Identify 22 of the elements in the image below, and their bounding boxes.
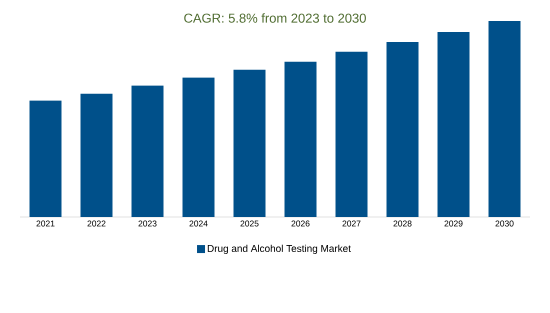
bar xyxy=(488,20,521,217)
x-tick-label: 2028 xyxy=(394,220,412,227)
x-tick-label: 2029 xyxy=(444,220,463,227)
bar xyxy=(182,78,215,217)
x-tick-label: 2024 xyxy=(190,220,208,227)
x-tick-label: 2022 xyxy=(88,220,106,227)
legend-label: Drug and Alcohol Testing Market xyxy=(208,244,351,254)
bar xyxy=(132,86,164,217)
bar xyxy=(438,32,470,217)
x-tick-label: 2026 xyxy=(292,220,310,227)
x-tick-label: 2021 xyxy=(36,220,55,227)
x-tick-label: 2025 xyxy=(240,220,259,227)
chart-title: CAGR: 5.8% from 2023 to 2030 xyxy=(184,13,366,23)
x-tick-label: 2023 xyxy=(138,220,157,227)
bar xyxy=(80,94,112,217)
bar xyxy=(336,52,368,217)
x-tick-label: 2027 xyxy=(342,220,360,227)
bar xyxy=(284,62,317,217)
bar xyxy=(234,70,266,217)
bar xyxy=(30,100,62,217)
bar xyxy=(386,42,419,217)
x-tick-label: 2030 xyxy=(496,220,514,227)
